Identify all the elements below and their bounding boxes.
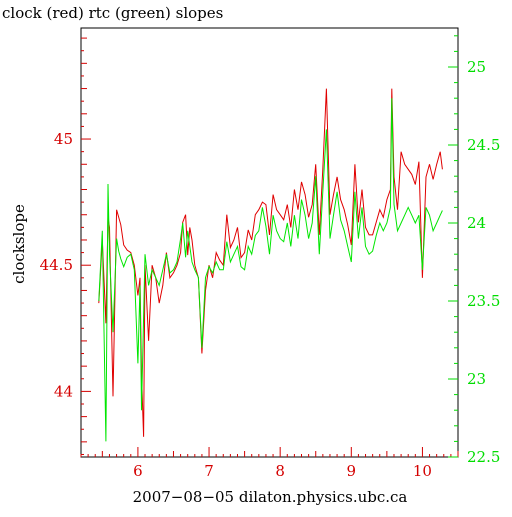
x-tick-label: 6 (133, 462, 143, 480)
y-axis-label: clockslope (10, 204, 28, 284)
tick-layer: 6 7 8 9 10 44 44.5 45 22.5 23 23.5 24 24.5 25 (40, 35, 500, 480)
x-tick-label: 8 (275, 462, 285, 480)
left-tick-label: 44 (54, 382, 73, 400)
series-layer (98, 88, 443, 442)
x-axis-label: 2007−08−05 dilaton.physics.ubc.ca (133, 488, 408, 506)
x-tick-label: 9 (347, 462, 357, 480)
right-tick-label: 24.5 (467, 136, 500, 154)
rtc-series-line (98, 98, 443, 442)
left-tick-label: 45 (54, 130, 73, 148)
x-tick-label: 10 (413, 462, 432, 480)
right-tick-label: 23.5 (467, 292, 500, 310)
chart-title: clock (red) rtc (green) slopes (2, 4, 223, 22)
plot-frame (80, 27, 459, 458)
x-tick-label: 7 (204, 462, 214, 480)
clock-series-line (98, 88, 443, 437)
right-tick-label: 25 (467, 58, 486, 76)
left-tick-label: 44.5 (40, 256, 73, 274)
right-tick-label: 24 (467, 214, 486, 232)
right-tick-label: 23 (467, 370, 486, 388)
right-tick-label: 22.5 (467, 448, 500, 466)
